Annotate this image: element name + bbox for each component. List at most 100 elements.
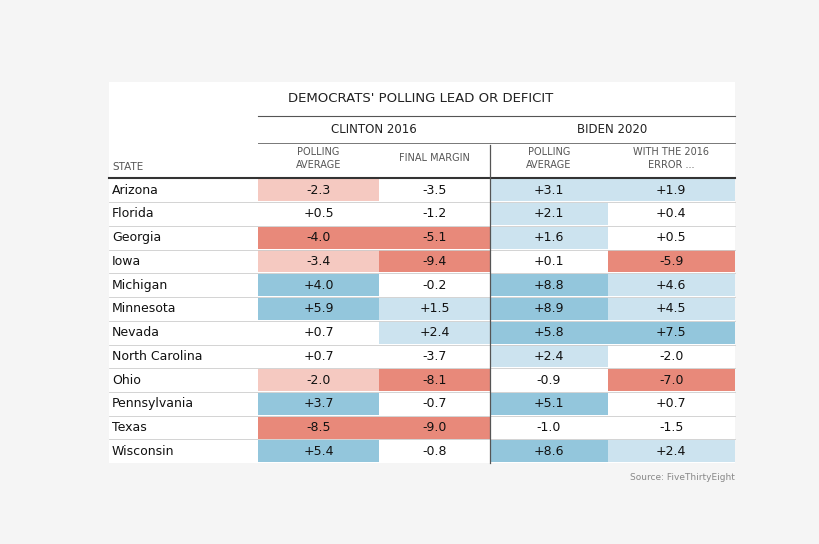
Bar bbox=[258, 298, 378, 320]
Text: +1.5: +1.5 bbox=[419, 302, 450, 316]
Bar bbox=[378, 369, 490, 391]
Text: +0.7: +0.7 bbox=[303, 326, 333, 339]
Text: +8.9: +8.9 bbox=[533, 302, 563, 316]
Text: -9.0: -9.0 bbox=[422, 421, 446, 434]
Text: +8.6: +8.6 bbox=[533, 445, 563, 458]
Text: Nevada: Nevada bbox=[112, 326, 160, 339]
Text: -5.9: -5.9 bbox=[658, 255, 682, 268]
Text: +0.5: +0.5 bbox=[303, 207, 333, 220]
Text: +7.5: +7.5 bbox=[655, 326, 686, 339]
Text: North Carolina: North Carolina bbox=[112, 350, 202, 363]
Text: Arizona: Arizona bbox=[112, 184, 159, 197]
Bar bbox=[258, 440, 378, 462]
Text: -2.0: -2.0 bbox=[658, 350, 682, 363]
Text: BIDEN 2020: BIDEN 2020 bbox=[577, 122, 647, 135]
Bar bbox=[490, 203, 607, 225]
Text: +0.1: +0.1 bbox=[533, 255, 563, 268]
Bar bbox=[258, 393, 378, 415]
Text: -0.7: -0.7 bbox=[422, 397, 446, 410]
Bar bbox=[490, 322, 607, 344]
Text: -0.9: -0.9 bbox=[536, 374, 560, 387]
Text: -5.1: -5.1 bbox=[422, 231, 446, 244]
Text: -1.2: -1.2 bbox=[422, 207, 446, 220]
Text: -0.8: -0.8 bbox=[422, 445, 446, 458]
Text: -1.0: -1.0 bbox=[536, 421, 560, 434]
Bar bbox=[258, 417, 378, 438]
Text: -2.3: -2.3 bbox=[306, 184, 330, 197]
Bar bbox=[607, 274, 734, 296]
Text: Iowa: Iowa bbox=[112, 255, 141, 268]
Text: -8.1: -8.1 bbox=[422, 374, 446, 387]
Text: Georgia: Georgia bbox=[112, 231, 161, 244]
Text: +1.9: +1.9 bbox=[655, 184, 686, 197]
Text: Florida: Florida bbox=[112, 207, 155, 220]
Text: -2.0: -2.0 bbox=[306, 374, 330, 387]
Text: -9.4: -9.4 bbox=[422, 255, 446, 268]
Text: +5.1: +5.1 bbox=[533, 397, 563, 410]
Text: +0.7: +0.7 bbox=[655, 397, 686, 410]
Text: +3.7: +3.7 bbox=[303, 397, 333, 410]
Bar bbox=[258, 179, 378, 201]
Text: CLINTON 2016: CLINTON 2016 bbox=[331, 122, 417, 135]
Text: +0.5: +0.5 bbox=[655, 231, 686, 244]
Text: +3.1: +3.1 bbox=[533, 184, 563, 197]
Text: +2.1: +2.1 bbox=[533, 207, 563, 220]
Text: -8.5: -8.5 bbox=[306, 421, 330, 434]
Bar bbox=[378, 417, 490, 438]
Bar bbox=[378, 298, 490, 320]
Text: Minnesota: Minnesota bbox=[112, 302, 176, 316]
Text: Source: FiveThirtyEight: Source: FiveThirtyEight bbox=[629, 473, 734, 482]
Text: FINAL MARGIN: FINAL MARGIN bbox=[399, 153, 469, 164]
Text: -1.5: -1.5 bbox=[658, 421, 682, 434]
Text: -3.5: -3.5 bbox=[422, 184, 446, 197]
Text: +5.8: +5.8 bbox=[533, 326, 563, 339]
Text: +0.7: +0.7 bbox=[303, 350, 333, 363]
Text: +0.4: +0.4 bbox=[655, 207, 686, 220]
Bar bbox=[258, 369, 378, 391]
Text: +4.6: +4.6 bbox=[655, 279, 686, 292]
Bar bbox=[490, 345, 607, 367]
Text: -7.0: -7.0 bbox=[658, 374, 683, 387]
Bar bbox=[607, 322, 734, 344]
Text: +2.4: +2.4 bbox=[533, 350, 563, 363]
Bar bbox=[258, 227, 378, 249]
Bar bbox=[607, 369, 734, 391]
Text: -4.0: -4.0 bbox=[306, 231, 330, 244]
Bar bbox=[378, 250, 490, 273]
Text: POLLING
AVERAGE: POLLING AVERAGE bbox=[296, 147, 341, 170]
Text: +5.9: +5.9 bbox=[303, 302, 333, 316]
Bar bbox=[378, 322, 490, 344]
Text: Ohio: Ohio bbox=[112, 374, 141, 387]
Bar bbox=[258, 250, 378, 273]
Bar bbox=[258, 274, 378, 296]
Text: -0.2: -0.2 bbox=[422, 279, 446, 292]
Text: +2.4: +2.4 bbox=[419, 326, 449, 339]
Bar bbox=[378, 227, 490, 249]
Text: -3.4: -3.4 bbox=[306, 255, 330, 268]
Text: +1.6: +1.6 bbox=[533, 231, 563, 244]
Bar bbox=[490, 393, 607, 415]
Bar bbox=[490, 274, 607, 296]
Text: Pennsylvania: Pennsylvania bbox=[112, 397, 194, 410]
Text: +8.8: +8.8 bbox=[533, 279, 563, 292]
Bar bbox=[490, 179, 607, 201]
Bar bbox=[490, 440, 607, 462]
Bar bbox=[607, 298, 734, 320]
Text: +4.5: +4.5 bbox=[655, 302, 686, 316]
Bar bbox=[490, 298, 607, 320]
Bar bbox=[607, 179, 734, 201]
Bar bbox=[607, 440, 734, 462]
Text: STATE: STATE bbox=[112, 162, 143, 172]
Text: +5.4: +5.4 bbox=[303, 445, 333, 458]
Bar bbox=[607, 250, 734, 273]
Bar bbox=[490, 227, 607, 249]
Text: WITH THE 2016
ERROR ...: WITH THE 2016 ERROR ... bbox=[632, 147, 708, 170]
Text: +2.4: +2.4 bbox=[655, 445, 686, 458]
Text: -3.7: -3.7 bbox=[422, 350, 446, 363]
Text: +4.0: +4.0 bbox=[303, 279, 333, 292]
Text: Michigan: Michigan bbox=[112, 279, 168, 292]
Text: POLLING
AVERAGE: POLLING AVERAGE bbox=[526, 147, 571, 170]
Text: Texas: Texas bbox=[112, 421, 147, 434]
Text: Wisconsin: Wisconsin bbox=[112, 445, 174, 458]
Text: DEMOCRATS' POLLING LEAD OR DEFICIT: DEMOCRATS' POLLING LEAD OR DEFICIT bbox=[287, 92, 552, 106]
